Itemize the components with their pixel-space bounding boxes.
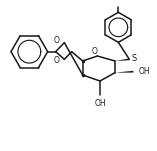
Text: O: O [92, 48, 98, 56]
Text: OH: OH [94, 99, 106, 108]
Text: OH: OH [139, 67, 150, 76]
Text: O: O [53, 56, 59, 65]
Text: S: S [132, 54, 137, 63]
Polygon shape [115, 58, 129, 61]
Text: O: O [53, 36, 59, 45]
Polygon shape [115, 71, 133, 73]
